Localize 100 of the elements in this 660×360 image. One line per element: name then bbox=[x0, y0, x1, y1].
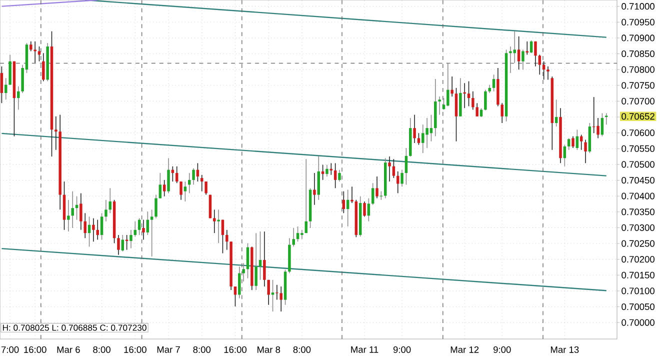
x-tick-label: Mar 13 bbox=[550, 346, 579, 353]
candlestick bbox=[467, 80, 470, 107]
y-tick-label: 0.70652 bbox=[622, 113, 654, 120]
x-tick-label: 8:00 bbox=[293, 346, 311, 353]
candlestick bbox=[392, 158, 396, 178]
y-tick-label: 0.70700 bbox=[622, 98, 655, 104]
candlestick bbox=[338, 169, 341, 182]
candlestick bbox=[572, 136, 574, 148]
x-tick-label: 16:00 bbox=[224, 346, 247, 353]
y-tick-label: 0.70000 bbox=[622, 319, 655, 326]
candlestick bbox=[217, 209, 220, 244]
x-tick-label: 9:00 bbox=[494, 346, 511, 353]
y-tick-label: 0.70900 bbox=[622, 34, 655, 42]
y-tick-label: 0.71000 bbox=[622, 3, 655, 10]
candlestick bbox=[422, 124, 424, 154]
candlestick bbox=[500, 102, 504, 124]
candlestick bbox=[517, 36, 520, 70]
candlestick bbox=[175, 166, 178, 184]
y-tick-label: 0.70100 bbox=[622, 288, 655, 294]
y-tick-label: 0.70150 bbox=[622, 272, 655, 278]
candlestick bbox=[546, 66, 550, 80]
candlestick bbox=[17, 86, 20, 110]
y-tick-label: 0.70550 bbox=[622, 145, 655, 152]
candlestick bbox=[300, 230, 304, 240]
y-tick-label: 0.70500 bbox=[622, 161, 655, 168]
candlestick bbox=[388, 156, 391, 182]
candlestick bbox=[138, 218, 141, 236]
candlestick bbox=[538, 54, 542, 76]
candlestick bbox=[34, 41, 36, 64]
y-tick-label: 0.70750 bbox=[622, 82, 655, 89]
candlestick bbox=[226, 230, 228, 250]
candlestick bbox=[192, 168, 195, 186]
candlestick bbox=[117, 234, 120, 256]
candlestick bbox=[130, 230, 132, 249]
candlestick bbox=[600, 112, 604, 137]
candlestick bbox=[313, 172, 316, 206]
candlestick bbox=[584, 139, 587, 164]
x-tick-label: 8:00 bbox=[193, 346, 211, 353]
candlestick bbox=[567, 138, 570, 150]
x-tick-label: Mar 11 bbox=[351, 346, 378, 353]
candlestick bbox=[522, 49, 524, 70]
candlestick bbox=[400, 169, 404, 187]
candlestick bbox=[221, 219, 224, 254]
y-tick-label: 0.70300 bbox=[622, 224, 655, 231]
candlestick bbox=[534, 41, 537, 67]
candlestick bbox=[246, 242, 250, 279]
candlestick bbox=[554, 99, 558, 127]
x-tick-label: Mar 7 bbox=[157, 346, 180, 353]
candlestick bbox=[350, 186, 354, 204]
candlestick bbox=[472, 90, 474, 110]
candlestick bbox=[334, 162, 337, 189]
candlestick bbox=[513, 30, 516, 64]
candlestick bbox=[121, 234, 124, 252]
candlestick bbox=[492, 74, 496, 92]
candlestick bbox=[530, 40, 533, 54]
candlestick bbox=[142, 219, 145, 240]
candlestick bbox=[204, 181, 208, 196]
candlestick bbox=[450, 76, 454, 97]
y-tick-label: 0.70850 bbox=[622, 50, 655, 58]
candlestick bbox=[162, 180, 166, 197]
x-tick-label: Mar 6 bbox=[57, 346, 80, 353]
candlestick bbox=[158, 172, 162, 199]
candlestick bbox=[296, 226, 300, 242]
candlestick bbox=[446, 62, 450, 107]
candlestick bbox=[4, 78, 8, 100]
candlestick bbox=[426, 118, 428, 148]
y-tick-label: 0.70200 bbox=[622, 256, 655, 263]
candlestick bbox=[367, 198, 370, 222]
x-tick-label: 9:00 bbox=[393, 346, 411, 353]
candlestick bbox=[184, 181, 187, 202]
candlestick bbox=[417, 132, 420, 146]
candlestick bbox=[484, 89, 487, 111]
candlestick bbox=[0, 66, 4, 104]
candlestick bbox=[509, 46, 512, 74]
y-tick-label: 0.70450 bbox=[622, 176, 655, 184]
y-tick-label: 0.70950 bbox=[622, 18, 655, 26]
x-tick-label: 16:00 bbox=[24, 346, 46, 353]
candlestick bbox=[67, 199, 70, 232]
candlestick bbox=[213, 209, 216, 234]
candlestick bbox=[459, 78, 462, 117]
candlestick bbox=[376, 176, 378, 199]
candlestick bbox=[413, 114, 416, 144]
candlestick bbox=[280, 286, 282, 312]
x-tick-label: 8:00 bbox=[93, 346, 110, 353]
candlestick bbox=[454, 88, 458, 142]
candlestick bbox=[476, 102, 478, 117]
candlestick bbox=[167, 158, 170, 194]
candlestick bbox=[100, 212, 104, 240]
candlestick bbox=[150, 209, 154, 257]
candlestick bbox=[30, 41, 32, 52]
candlestick bbox=[526, 41, 529, 56]
candlestick bbox=[104, 199, 108, 222]
x-tick-label: 16:00 bbox=[124, 346, 146, 353]
candlestick bbox=[92, 218, 95, 242]
candlestick bbox=[596, 118, 600, 139]
candlestick bbox=[146, 211, 150, 236]
candlestick bbox=[180, 181, 182, 200]
candlestick bbox=[71, 190, 74, 228]
candlestick bbox=[371, 182, 374, 206]
candlestick bbox=[363, 201, 366, 218]
